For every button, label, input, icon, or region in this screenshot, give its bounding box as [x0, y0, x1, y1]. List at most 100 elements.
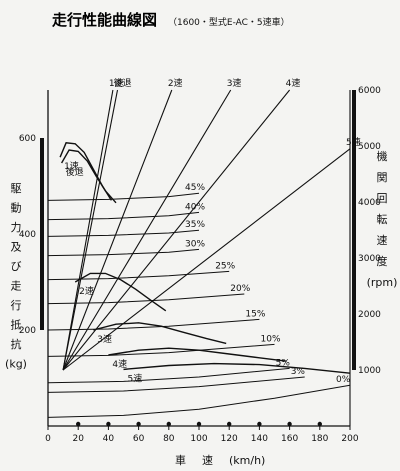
left-axis-title-part: (kg)	[5, 358, 27, 371]
x-marker-dot	[76, 421, 81, 427]
resistance-label: 45%	[185, 183, 205, 193]
resistance-curve	[47, 343, 275, 357]
x-marker-dot	[166, 421, 171, 427]
x-marker-dot	[106, 421, 111, 427]
resistance-curve	[47, 293, 245, 305]
right-tick-label: 3000	[358, 254, 381, 264]
gear-speed-line	[62, 89, 173, 371]
resistance-label: 10%	[261, 334, 281, 344]
left-axis-title-part: 走	[11, 280, 22, 293]
series	[47, 89, 351, 418]
left-axis-bar	[40, 138, 44, 330]
x-marker-dot	[136, 421, 141, 427]
resistance-curve	[47, 211, 200, 221]
resistance-curve	[47, 192, 200, 201]
x-axis-title-part: (km/h)	[229, 454, 265, 467]
x-tick-label: 180	[311, 434, 328, 444]
resistance-label: 0%	[336, 375, 351, 385]
driving-force-label: 後退	[66, 166, 84, 178]
left-axis-title-part: 行	[11, 299, 22, 312]
driving-force-label: 3速	[97, 334, 112, 345]
gear-speed-line	[62, 89, 232, 371]
right-tick-label: 6000	[358, 86, 381, 96]
x-marker-dot	[287, 421, 292, 427]
right-tick-label: 4000	[358, 198, 381, 208]
driving-force-curve	[74, 272, 167, 312]
gear-speed-label: 後退	[113, 77, 131, 89]
x-marker-dot	[196, 421, 202, 427]
left-tick-label: 400	[19, 230, 36, 240]
right-axis-title-part: 回	[377, 192, 388, 205]
resistance-label: 25%	[215, 261, 235, 271]
chart-title: 走行性能曲線図	[52, 11, 157, 29]
x-tick-label: 40	[103, 434, 115, 444]
x-tick-label: 160	[281, 434, 298, 444]
driving-force-label: 5速	[128, 373, 143, 384]
driving-force-label: 2速	[79, 286, 94, 297]
x-tick-label: 20	[72, 434, 84, 444]
resistance-curve	[47, 229, 200, 237]
left-axis-title-part: 力	[11, 221, 22, 234]
x-marker-dot	[227, 421, 232, 427]
right-tick-label: 1000	[358, 366, 381, 376]
x-axis-title-part: 速	[202, 454, 213, 467]
chart-subtitle: （1600・型式E-AC・5速車）	[168, 16, 290, 28]
driving-force-label: 1速	[64, 161, 79, 172]
resistance-label: 3%	[291, 367, 306, 377]
resistance-label: 5%	[276, 358, 291, 368]
x-marker-dot	[257, 421, 262, 427]
x-axis-title-part: 車	[175, 453, 186, 467]
resistance-label: 30%	[185, 239, 205, 249]
gear-speed-label: 1速	[109, 78, 124, 89]
resistance-curve	[47, 248, 200, 257]
right-tick-label: 5000	[358, 142, 381, 152]
right-axis-title-part: 速	[377, 234, 388, 247]
right-axis-bar	[352, 90, 356, 370]
right-axis-title-part: (rpm)	[367, 276, 398, 289]
left-axis-title-part: 抗	[11, 337, 22, 351]
left-axis-title-part: び	[11, 260, 22, 273]
gear-speed-label: 4速	[286, 78, 301, 89]
x-tick-label: 0	[45, 434, 51, 444]
driving-force-curve	[60, 149, 117, 204]
gear-speed-label: 2速	[168, 78, 183, 89]
resistance-label: 15%	[245, 309, 265, 319]
left-axis-title-part: 動	[11, 201, 22, 215]
right-axis-title-part: 機	[377, 149, 388, 163]
x-tick-label: 100	[190, 434, 207, 444]
x-marker-dot	[317, 421, 322, 427]
resistance-label: 40%	[185, 202, 205, 212]
right-axis-title-part: 関	[377, 171, 388, 184]
gear-speed-label: 3速	[227, 78, 242, 89]
driving-force-curve	[93, 322, 227, 345]
x-tick-label: 200	[341, 434, 358, 444]
resistance-label: 20%	[230, 284, 250, 294]
resistance-label: 35%	[185, 220, 205, 230]
left-axis-title-part: 及	[11, 241, 22, 254]
driving-force-label: 4速	[112, 359, 127, 370]
x-tick-label: 60	[133, 434, 145, 444]
x-tick-label: 120	[221, 434, 238, 444]
left-axis-title-part: 抵	[11, 318, 22, 332]
axes	[40, 90, 356, 427]
gear-speed-line	[62, 148, 351, 371]
resistance-curve	[47, 318, 260, 331]
right-axis-title-part: 度	[377, 254, 388, 268]
gear-speed-line	[62, 89, 114, 371]
resistance-curve	[47, 376, 305, 393]
gear-speed-line	[62, 89, 119, 371]
x-tick-label: 80	[163, 434, 175, 444]
left-tick-label: 200	[19, 326, 36, 336]
ticks: 0 20 40 60 80 100 120 140 160 180 200 車 速 (km/h) 200 40…	[5, 86, 397, 467]
left-axis-title-part: 駆	[11, 182, 22, 195]
driving-force-curve	[108, 347, 287, 362]
x-tick-label: 140	[251, 434, 268, 444]
right-tick-label: 2000	[358, 310, 381, 320]
gear-speed-label: 5速	[346, 137, 361, 148]
resistance-curve	[47, 367, 290, 384]
resistance-curve	[47, 270, 230, 281]
resistance-curve	[47, 384, 351, 418]
